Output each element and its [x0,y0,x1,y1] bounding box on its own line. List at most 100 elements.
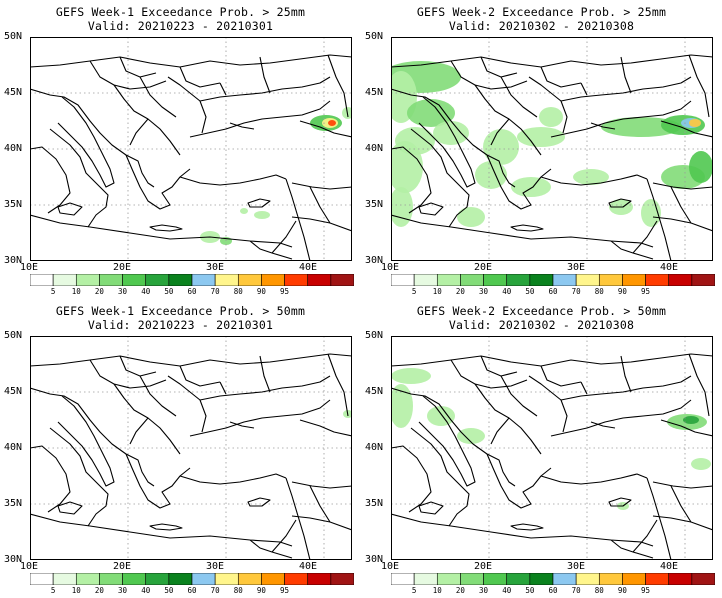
lon-tick-label: 20E [113,262,132,273]
precip-area [457,428,485,444]
precip-shading [391,61,713,227]
coastline [480,56,518,78]
lon-tick-label: 40E [660,561,679,572]
map-panel-week2-25mm: GEFS Week-2 Exceedance Prob. > 25mm Vali… [361,0,722,299]
colorbar-swatch [598,573,623,585]
precip-area [511,177,551,197]
colorbar-swatch [436,274,461,286]
coastline [57,395,115,487]
precip-area [601,117,681,137]
coastline [540,365,582,387]
lat-tick-label: 30N [4,255,23,266]
gridlines [30,336,352,560]
panel-valid-dates: Valid: 20210223 - 20210301 [87,318,274,332]
coastlines [30,353,352,560]
coastline [632,519,658,553]
colorbar-swatch [145,573,170,585]
lat-tick-label: 50N [365,31,384,42]
coastline [291,182,352,190]
colorbar-label: 50 [164,586,174,595]
colorbar-label: 80 [233,287,243,296]
colorbar [391,274,715,286]
precip-area [427,406,455,426]
coastline [49,128,109,228]
colorbar-swatch [191,573,216,585]
coastline [510,224,544,232]
colorbar-swatch [284,573,309,585]
panel-valid-dates: Valid: 20210302 - 20210308 [448,19,635,33]
colorbar-label: 60 [187,586,197,595]
coastline [49,427,109,527]
colorbar-swatch [168,573,193,585]
coastline [486,154,552,210]
colorbar-label: 10 [432,586,442,595]
coastline [199,375,331,401]
coastline [646,477,672,560]
colorbar-label: 30 [479,287,489,296]
coastline [30,353,352,367]
colorbar-swatch [52,573,77,585]
coastline [189,399,331,437]
coastline [89,60,167,90]
coastline [418,501,444,515]
lon-tick-label: 40E [660,262,679,273]
coastline [179,174,287,186]
coastline [327,353,349,417]
precip-area [254,211,270,219]
panel-title: GEFS Week-2 Exceedance Prob. > 25mm [416,5,667,19]
lat-tick-label: 30N [365,255,384,266]
colorbar-swatch [237,573,262,585]
coastline [139,375,177,417]
colorbar-swatch [645,573,670,585]
coastline [30,214,293,248]
colorbar [30,573,354,585]
map-frame [391,336,713,560]
precip-area [457,207,485,227]
colorbar-swatch [75,573,100,585]
colorbar-swatch [529,573,554,585]
lon-tick-label: 10E [20,561,39,572]
colorbar [30,274,354,286]
precip-area [683,416,699,424]
coastline [167,375,207,433]
colorbar-label: 80 [233,586,243,595]
coastline [30,88,155,188]
precip-area [391,384,413,428]
colorbar-swatch [191,274,216,286]
precip-area [691,458,711,470]
colorbar-label: 20 [455,586,465,595]
gridlines [391,37,713,261]
precip-area [689,151,713,183]
map-panel-week2-50mm: GEFS Week-2 Exceedance Prob. > 50mm Vali… [361,299,722,598]
colorbar-swatch [691,573,715,585]
panel-title: GEFS Week-2 Exceedance Prob. > 50mm [416,304,667,318]
coastline [670,485,713,531]
coastline [229,122,255,130]
coastline [540,473,648,485]
coastline [271,220,297,254]
coastline [129,118,149,146]
coastline [540,174,648,186]
colorbar-swatch [122,274,147,286]
coastline [490,417,510,445]
probability-map [391,336,713,560]
colorbar-label: 70 [210,586,220,595]
coastline [418,395,476,487]
colorbar-label: 40 [502,586,512,595]
lon-tick-label: 10E [381,262,400,273]
colorbar-swatch [436,573,461,585]
map-panel-week1-50mm: GEFS Week-1 Exceedance Prob. > 50mm Vali… [0,299,361,598]
coastline [391,146,432,214]
coastline [620,56,632,94]
panel-title: GEFS Week-1 Exceedance Prob. > 50mm [55,304,306,318]
colorbar-label: 10 [71,586,81,595]
colorbar-swatch [52,274,77,286]
coastline [652,515,692,523]
precip-area [517,127,565,147]
coastlines [391,54,713,261]
lat-tick-label: 45N [365,386,384,397]
map-frame [391,37,713,261]
colorbar-swatch [261,573,285,585]
coastline [652,481,713,489]
colorbar-label: 40 [502,287,512,296]
